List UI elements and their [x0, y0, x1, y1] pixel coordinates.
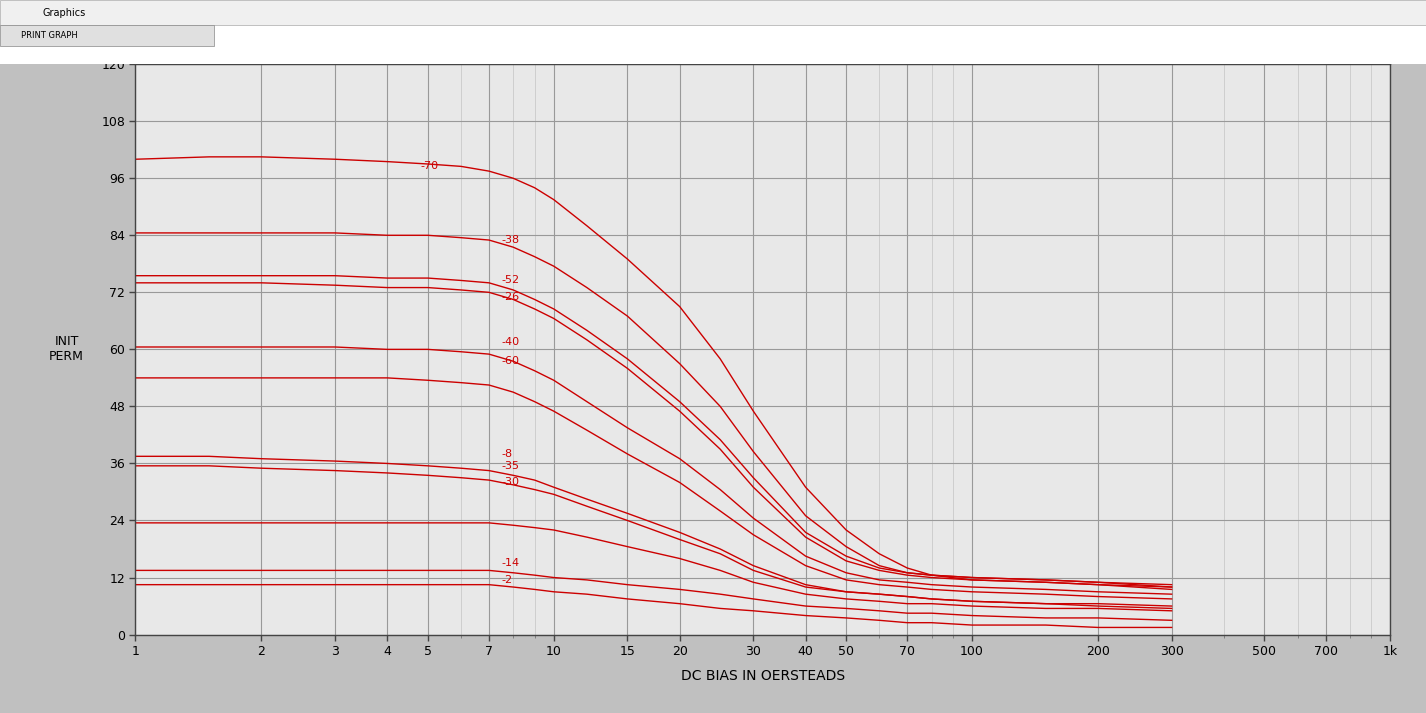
Text: -8: -8 — [502, 449, 512, 459]
Text: -30: -30 — [502, 478, 519, 488]
Text: -26: -26 — [502, 292, 519, 302]
Text: -35: -35 — [502, 461, 519, 471]
Text: -38: -38 — [502, 235, 519, 245]
Text: -2: -2 — [502, 575, 512, 585]
X-axis label: DC BIAS IN OERSTEADS: DC BIAS IN OERSTEADS — [680, 669, 846, 683]
Text: PRINT GRAPH: PRINT GRAPH — [21, 31, 78, 40]
Text: Graphics: Graphics — [43, 8, 86, 18]
Text: -60: -60 — [502, 356, 519, 366]
Text: -52: -52 — [502, 275, 519, 285]
Y-axis label: INIT
PERM: INIT PERM — [48, 335, 84, 364]
Title: INITIAL PERMEABILITY vs DC BIAS: INITIAL PERMEABILITY vs DC BIAS — [605, 42, 921, 60]
Text: -70: -70 — [421, 161, 439, 171]
Text: -40: -40 — [502, 337, 519, 347]
Text: -14: -14 — [502, 558, 519, 568]
